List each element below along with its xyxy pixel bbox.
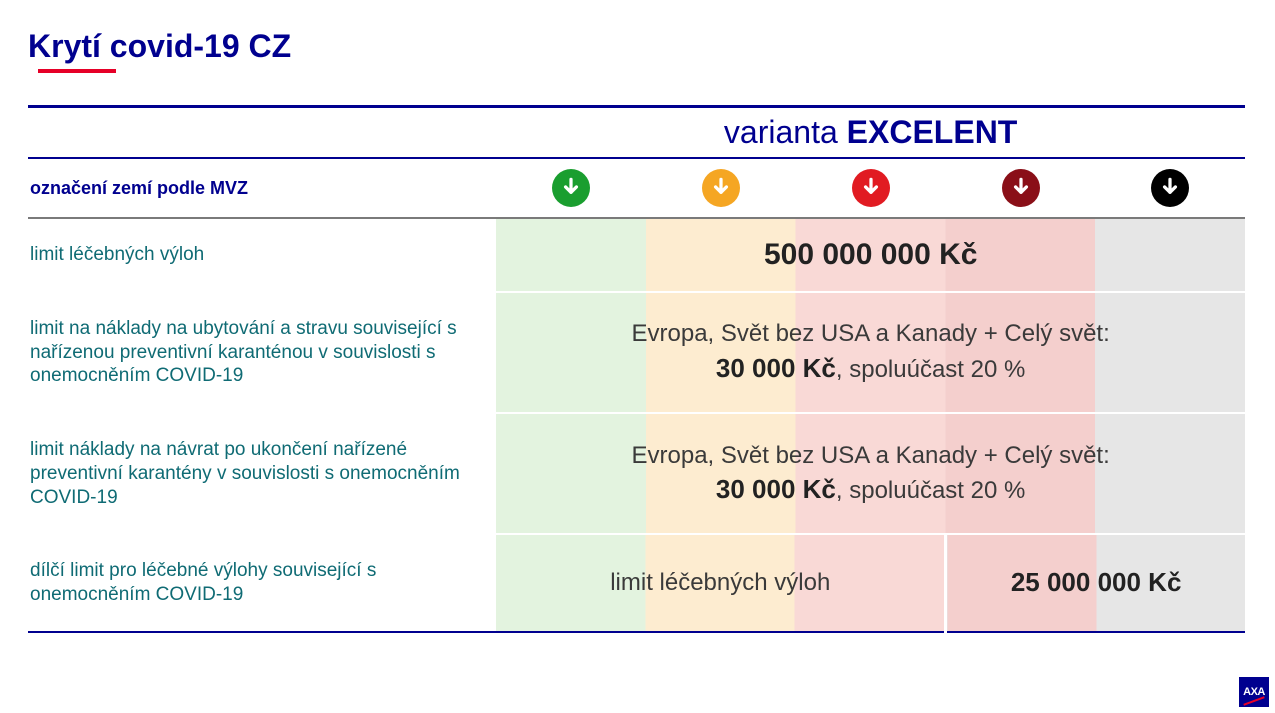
table-row: dílčí limit pro léčebné výlohy souvisejí…: [28, 534, 1245, 632]
arrow-down-icon: [852, 169, 890, 207]
title-underline: [38, 69, 116, 73]
variant-row: varianta EXCELENT: [28, 107, 1245, 159]
variant-label: varianta EXCELENT: [496, 107, 1245, 159]
coverage-table: varianta EXCELENT označení zemí podle MV…: [28, 105, 1245, 633]
badge-green-cell: [496, 158, 646, 218]
header-row: označení zemí podle MVZ: [28, 158, 1245, 218]
arrow-down-icon: [552, 169, 590, 207]
row-label: limit léčebných výloh: [28, 218, 496, 292]
badge-black-cell: [1095, 158, 1245, 218]
cell: limit léčebných výloh: [496, 534, 945, 632]
brand-logo: AXA: [1239, 677, 1269, 707]
table-row: limit léčebných výloh 500 000 000 Kč: [28, 218, 1245, 292]
cell: Evropa, Svět bez USA a Kanady + Celý svě…: [496, 292, 1245, 413]
row-label: limit náklady na návrat po ukončení naří…: [28, 413, 496, 534]
table-row: limit náklady na návrat po ukončení naří…: [28, 413, 1245, 534]
arrow-down-icon: [702, 169, 740, 207]
cell: Evropa, Svět bez USA a Kanady + Celý svě…: [496, 413, 1245, 534]
cell: [496, 218, 646, 292]
arrow-down-icon: [1151, 169, 1189, 207]
cell: 500 000 000 Kč: [646, 218, 1095, 292]
arrow-down-icon: [1002, 169, 1040, 207]
page-title: Krytí covid-19 CZ: [28, 28, 1245, 65]
badge-darkred-cell: [946, 158, 1096, 218]
cell: [1095, 218, 1245, 292]
cell: 25 000 000 Kč: [946, 534, 1245, 632]
row-label: dílčí limit pro léčebné výlohy souvisejí…: [28, 534, 496, 632]
badge-red-cell: [796, 158, 946, 218]
header-label: označení zemí podle MVZ: [28, 158, 496, 218]
badge-orange-cell: [646, 158, 796, 218]
table-row: limit na náklady na ubytování a stravu s…: [28, 292, 1245, 413]
row-label: limit na náklady na ubytování a stravu s…: [28, 292, 496, 413]
